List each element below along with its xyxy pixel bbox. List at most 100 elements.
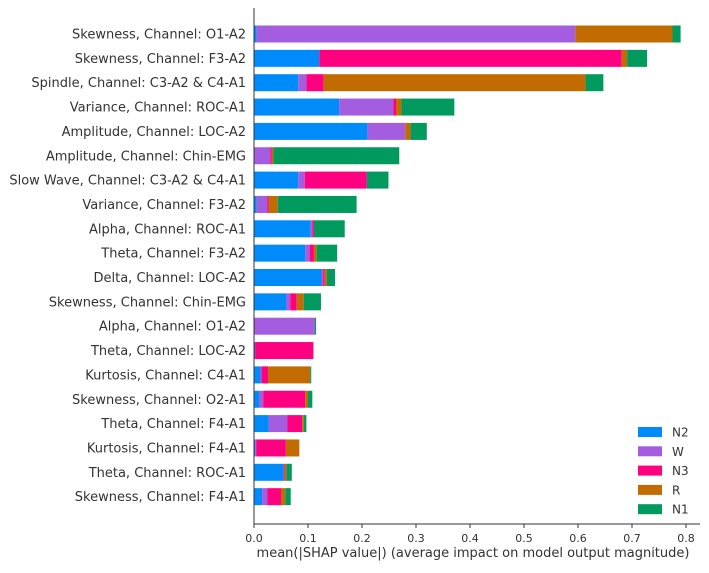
bar-segment-w	[262, 488, 268, 506]
bar-segment-n3	[306, 74, 324, 92]
bar-segment-r	[284, 463, 287, 481]
feature-label: Delta, Channel: LOC-A2	[94, 271, 247, 286]
bar-segment-w	[286, 293, 291, 311]
bar-segment-r	[405, 122, 411, 140]
bar-segment-w	[256, 195, 268, 213]
bar-segment-n2	[254, 439, 256, 457]
x-tick-label: 0.1	[299, 532, 317, 545]
bar-segment-n2	[254, 293, 287, 311]
bar-segment-r	[296, 293, 304, 311]
bar-segment-n3	[267, 195, 269, 213]
bar-segment-n2	[254, 49, 320, 67]
bar-segment-w	[310, 220, 313, 238]
bar-segment-n1	[627, 49, 648, 67]
feature-label: Theta, Channel: LOC-A2	[90, 344, 246, 359]
legend-label-n2: N2	[672, 426, 689, 440]
legend-swatch-n2	[638, 427, 662, 437]
feature-label: Alpha, Channel: ROC-A1	[89, 222, 246, 237]
bar-segment-n3	[261, 366, 269, 384]
bar-segment-n1	[313, 220, 345, 238]
bar-segment-n1	[672, 25, 681, 43]
bar-segment-n3	[393, 98, 397, 116]
x-tick-label: 0.3	[407, 532, 425, 545]
bar-segment-r	[281, 488, 286, 506]
bar-segment-n1	[285, 488, 291, 506]
feature-label: Amplitude, Channel: Chin-EMG	[46, 149, 246, 164]
x-axis-title: mean(|SHAP value|) (average impact on mo…	[257, 546, 690, 561]
bar-segment-r	[396, 98, 402, 116]
x-tick-label: 0.0	[245, 532, 263, 545]
bar-segment-n3	[290, 293, 297, 311]
bar-segment-n3	[255, 342, 314, 360]
bar-segment-n1	[315, 317, 317, 335]
x-tick-label: 0.4	[461, 532, 479, 545]
bar-segment-w	[254, 147, 271, 165]
bar-segment-n1	[286, 463, 292, 481]
bar-segment-n1	[326, 269, 335, 286]
bar-segment-n1	[273, 147, 400, 165]
bar-segment-n1	[401, 98, 455, 116]
bar-segment-n3	[256, 439, 286, 457]
feature-label: Variance, Channel: F3-A2	[82, 198, 246, 213]
legend: N2 W N3 R N1	[638, 426, 689, 517]
legend-swatch-n3	[638, 465, 662, 476]
bar-segment-n1	[308, 390, 313, 408]
legend-swatch-n1	[638, 504, 662, 515]
bar-segment-w	[260, 366, 262, 384]
legend-swatch-r	[638, 484, 662, 495]
bar-segment-r	[575, 25, 673, 43]
bar-segment-w	[298, 171, 305, 189]
legend-label-w: W	[672, 445, 684, 459]
bar-segment-n2	[254, 74, 299, 92]
legend-swatch-w	[638, 446, 662, 457]
feature-label: Theta, Channel: F3-A2	[100, 247, 246, 262]
bar-segment-w	[305, 244, 310, 262]
bar-segment-n3	[304, 171, 367, 189]
bar-segment-w	[254, 317, 316, 335]
bar-segment-r	[621, 49, 628, 67]
x-tick-label: 0.5	[515, 532, 533, 545]
feature-label: Kurtosis, Channel: F4-A1	[87, 441, 246, 456]
feature-label: Theta, Channel: ROC-A1	[88, 466, 246, 481]
feature-label: Skewness, Channel: O1-A2	[72, 28, 246, 43]
feature-label: Kurtosis, Channel: C4-A1	[85, 368, 246, 383]
legend-label-r: R	[672, 483, 680, 497]
legend-label-n3: N3	[672, 464, 689, 478]
x-axis-ticks: 0.0 0.1 0.2 0.3 0.4 0.5 0.6 0.7 0.8	[245, 524, 695, 545]
bar-segment-r	[268, 195, 278, 213]
bar-segment-n3	[312, 220, 314, 238]
bar-segment-n1	[410, 122, 427, 140]
bar-segment-n1	[310, 366, 312, 384]
bar-segment-n1	[303, 293, 321, 311]
bar-segment-r	[324, 269, 327, 286]
bar-segment-n3	[319, 49, 622, 67]
bar-segment-r	[323, 74, 586, 92]
feature-label: Alpha, Channel: O1-A2	[99, 320, 246, 335]
bar-segment-r	[305, 390, 308, 408]
bars-layer	[254, 25, 681, 506]
bar-segment-n2	[254, 415, 269, 433]
bar-segment-w	[298, 74, 307, 92]
bar-segment-n1	[303, 415, 307, 433]
bar-segment-n2	[254, 122, 368, 140]
axes-layer	[253, 8, 700, 525]
bar-segment-n1	[585, 74, 604, 92]
feature-label: Theta, Channel: F4-A1	[100, 417, 246, 432]
bar-segment-n2	[254, 25, 257, 43]
feature-label: Slow Wave, Channel: C3-A2 & C4-A1	[9, 174, 246, 189]
bar-segment-w	[256, 25, 576, 43]
x-tick-label: 0.7	[623, 532, 641, 545]
bar-segment-n2	[254, 220, 311, 238]
feature-label: Skewness, Channel: O2-A1	[72, 393, 246, 408]
bar-segment-r	[313, 244, 317, 262]
feature-label: Amplitude, Channel: LOC-A2	[62, 125, 246, 140]
bar-segment-w	[268, 415, 288, 433]
feature-label: Skewness, Channel: F3-A2	[75, 52, 246, 67]
bar-segment-w	[367, 122, 406, 140]
bar-segment-n2	[254, 195, 257, 213]
feature-label: Skewness, Channel: F4-A1	[75, 490, 246, 505]
bar-segment-n1	[366, 171, 389, 189]
bar-segment-n1	[277, 195, 357, 213]
bar-segment-n1	[316, 244, 338, 262]
